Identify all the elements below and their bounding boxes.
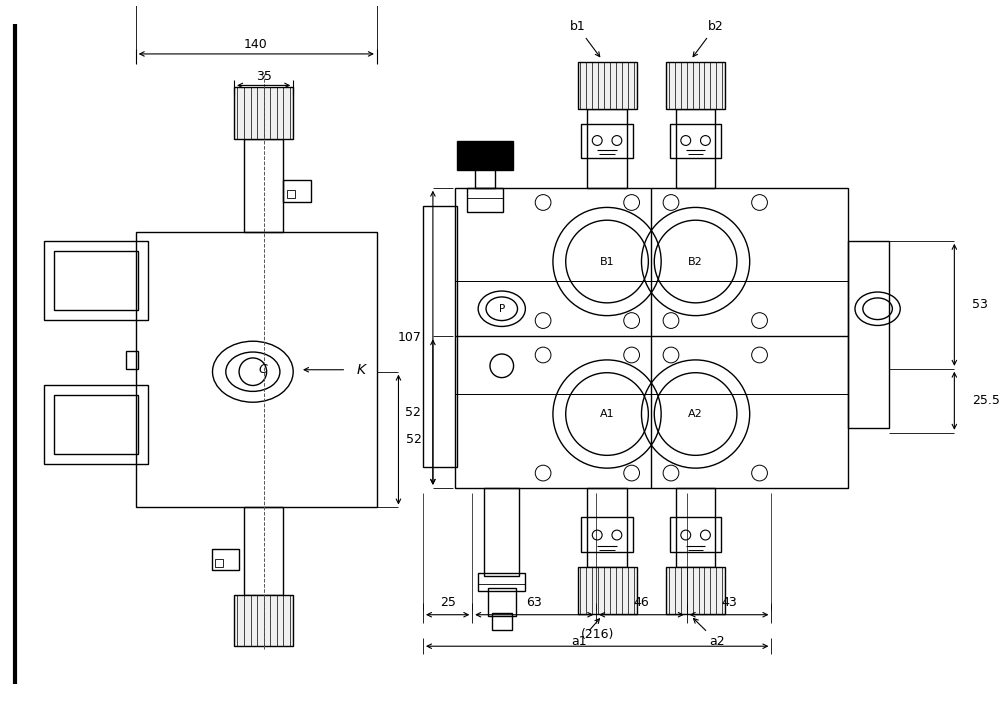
Bar	[234, 87, 293, 138]
Text: K: K	[357, 363, 366, 376]
Bar	[423, 206, 457, 467]
Text: 52: 52	[405, 406, 421, 418]
Text: 46: 46	[634, 596, 649, 610]
Bar	[578, 566, 637, 614]
Bar	[283, 180, 311, 201]
Text: a2: a2	[694, 618, 725, 648]
Text: 63: 63	[526, 596, 542, 610]
Bar	[676, 488, 715, 566]
Bar	[478, 574, 525, 591]
Text: 35: 35	[256, 70, 272, 83]
Text: 52: 52	[406, 433, 422, 446]
Text: (216): (216)	[581, 628, 614, 641]
Text: b1: b1	[570, 21, 600, 57]
Bar	[287, 190, 295, 198]
Bar	[457, 140, 513, 170]
Bar	[666, 62, 725, 109]
Bar	[484, 488, 519, 576]
Bar	[44, 241, 148, 320]
Bar	[212, 549, 239, 571]
Text: C: C	[258, 363, 267, 376]
Text: A2: A2	[688, 409, 703, 419]
Bar	[848, 241, 889, 428]
Bar	[44, 386, 148, 464]
Bar	[492, 613, 512, 630]
Bar	[581, 518, 633, 552]
Text: 25.5: 25.5	[972, 394, 1000, 407]
Bar	[581, 124, 633, 158]
Bar	[587, 109, 627, 188]
Bar	[666, 566, 725, 614]
Text: 53: 53	[972, 298, 988, 311]
Text: A1: A1	[600, 409, 614, 419]
Text: 43: 43	[721, 596, 737, 610]
Bar	[126, 351, 138, 369]
Bar	[244, 138, 283, 232]
Bar	[244, 508, 283, 595]
Text: B1: B1	[600, 257, 614, 267]
Bar	[676, 109, 715, 188]
Bar	[467, 188, 503, 212]
Bar	[587, 488, 627, 566]
Bar	[234, 595, 293, 646]
Bar	[215, 559, 223, 566]
Text: 140: 140	[244, 38, 268, 50]
Bar	[488, 588, 516, 615]
Text: P: P	[499, 303, 505, 314]
Bar	[475, 168, 495, 188]
Bar	[578, 62, 637, 109]
Text: a1: a1	[572, 619, 599, 648]
Text: b2: b2	[693, 21, 723, 57]
Text: 107: 107	[397, 331, 421, 345]
Text: B2: B2	[688, 257, 703, 267]
Bar	[54, 396, 138, 454]
Bar	[670, 518, 721, 552]
Bar	[54, 251, 138, 310]
Bar	[136, 232, 377, 508]
Bar	[455, 188, 848, 488]
Bar	[670, 124, 721, 158]
Text: 25: 25	[440, 596, 456, 610]
